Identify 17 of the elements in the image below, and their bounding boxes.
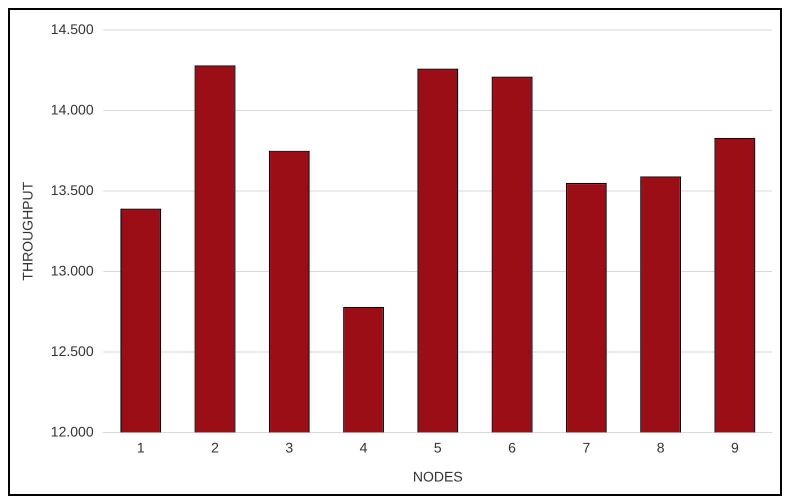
- x-tick-label: 5: [434, 440, 442, 456]
- x-tick-label: 6: [508, 440, 516, 456]
- y-tick-label: 13.500: [50, 182, 94, 198]
- x-tick-label: 2: [211, 440, 220, 456]
- x-tick-label: 9: [730, 440, 739, 456]
- y-tick-label: 12.500: [50, 342, 94, 359]
- y-tick-label: 14.000: [50, 101, 94, 118]
- x-tick-label: 7: [582, 440, 590, 456]
- x-tick-label: 4: [360, 440, 368, 456]
- x-axis-title: NODES: [412, 468, 463, 484]
- x-tick-label: 8: [656, 440, 665, 456]
- y-tick-label: 12.000: [50, 423, 94, 440]
- y-tick-label: 14.500: [50, 20, 94, 37]
- x-tick-label: 1: [136, 440, 145, 456]
- y-tick-label: 13.000: [50, 262, 94, 278]
- x-tick-label: 3: [285, 440, 294, 456]
- y-axis-title: THROUGHPUT: [19, 181, 36, 281]
